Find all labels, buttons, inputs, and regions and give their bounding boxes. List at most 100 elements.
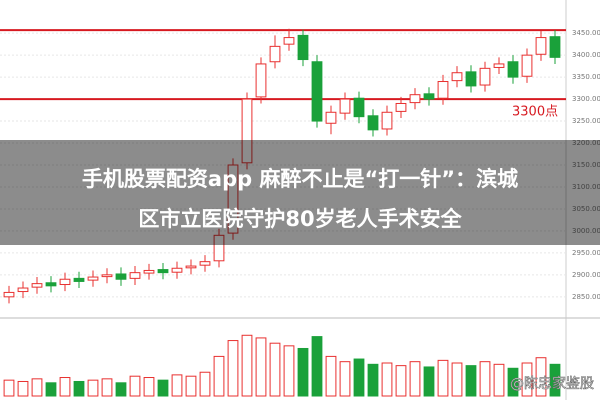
candle-body <box>171 267 183 273</box>
candle-body <box>423 93 435 100</box>
volume-bar <box>409 361 421 397</box>
y-tick-label: 3300.00 <box>572 95 600 103</box>
volume-bar <box>199 371 211 397</box>
candle-body <box>409 94 421 104</box>
volume-bar <box>143 377 155 397</box>
volume-bar <box>129 375 141 397</box>
volume-bar <box>185 375 197 397</box>
candle-body <box>157 269 169 274</box>
volume-bar <box>59 377 71 397</box>
volume-bar <box>381 362 393 397</box>
candle-body <box>353 97 365 118</box>
candle-body <box>507 61 519 78</box>
volume-bar <box>157 379 169 397</box>
volume-bar <box>535 357 547 397</box>
watermark: @陈忠家鉴股 <box>510 375 594 392</box>
candle-body <box>143 269 155 274</box>
annotation: 3300点 <box>512 105 558 120</box>
volume-bar <box>3 379 15 397</box>
candle-body <box>535 37 547 55</box>
volume-bar <box>283 345 295 397</box>
candle-body <box>45 282 57 287</box>
volume-bar <box>241 334 253 397</box>
volume-bar <box>213 355 225 397</box>
candle-body <box>185 265 197 269</box>
candle-body <box>31 283 43 288</box>
candle-body <box>381 111 393 130</box>
volume-bar <box>31 378 43 397</box>
volume-bar <box>171 374 183 397</box>
candle-body <box>367 115 379 131</box>
y-tick-label: 3000.00 <box>572 227 600 235</box>
y-tick-label: 3450.00 <box>572 29 600 37</box>
candle-body <box>115 273 127 280</box>
candle-body <box>73 277 85 282</box>
volume-bar <box>479 361 491 397</box>
y-tick-label: 3100.00 <box>572 183 600 191</box>
y-tick-label: 3350.00 <box>572 73 600 81</box>
candle-body <box>451 72 463 82</box>
volume-bar <box>521 362 533 397</box>
y-tick-label: 3400.00 <box>572 51 600 59</box>
volume-bar <box>227 340 239 397</box>
y-tick-label: 3250.00 <box>572 117 600 125</box>
y-tick-label: 2850.00 <box>572 293 600 301</box>
volume-bar <box>311 336 323 397</box>
y-tick-label: 2950.00 <box>572 249 600 257</box>
candle-body <box>339 98 351 114</box>
y-tick-label: 3050.00 <box>572 205 600 213</box>
candle-body <box>283 37 295 45</box>
candle-body <box>395 102 407 112</box>
volume-bar <box>115 382 127 397</box>
candle-body <box>255 63 267 98</box>
candle-body <box>241 98 253 164</box>
volume-bar <box>339 361 351 397</box>
volume-bar <box>423 366 435 397</box>
candle-body <box>325 111 337 124</box>
candle-body <box>59 278 71 286</box>
volume-bar <box>87 379 99 397</box>
candle-body <box>129 272 141 279</box>
candle-body <box>101 274 113 278</box>
volume-bar <box>17 380 29 397</box>
candle-body <box>297 34 309 61</box>
candle-body <box>199 261 211 266</box>
volume-bar <box>255 337 267 397</box>
plot: 2850.00 2900.00 2950.00 3000.00 3050.00 3100.… <box>0 28 600 397</box>
headline-band <box>0 140 600 245</box>
candle-body <box>213 234 225 262</box>
volume-bar <box>353 358 365 397</box>
volume-bar <box>297 347 309 397</box>
volume-bar <box>269 342 281 397</box>
candle-body <box>437 81 449 99</box>
volume-bar <box>507 367 519 397</box>
volume-bar <box>367 363 379 397</box>
volume-bar <box>101 378 113 397</box>
y-tick-label: 3150.00 <box>572 161 600 169</box>
headline-line: 手机股票配资app 麻醉不止是“打一针”：滨城 <box>82 167 518 191</box>
volume-bar <box>395 365 407 397</box>
headline-line: 区市立医院守护80岁老人手术安全 <box>138 207 462 231</box>
y-tick-label: 2900.00 <box>572 271 600 279</box>
volume-bar <box>45 382 57 397</box>
volume-bar <box>437 359 449 397</box>
candle-body <box>493 63 505 68</box>
candle-body <box>311 61 323 122</box>
candle-body <box>87 276 99 281</box>
candle-body <box>549 36 561 58</box>
candle-body <box>465 71 477 87</box>
volume-bar <box>549 363 561 397</box>
candle-body <box>17 287 29 293</box>
candle-body <box>521 54 533 77</box>
volume-bar <box>451 362 463 397</box>
volume-bar <box>325 355 337 397</box>
candle-body <box>227 164 239 234</box>
candle-body <box>3 291 15 298</box>
volume-bar <box>465 365 477 397</box>
volume-bar <box>73 380 85 397</box>
y-tick-label: 3200.00 <box>572 139 600 147</box>
candle-body <box>479 67 491 86</box>
volume-bar <box>493 363 505 397</box>
candle-body <box>269 45 281 63</box>
